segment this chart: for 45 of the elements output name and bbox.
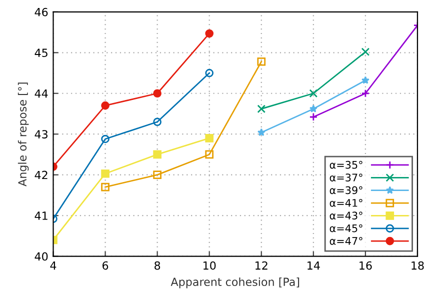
- point: [257, 57, 266, 66]
- point: [257, 104, 266, 114]
- point: [205, 134, 214, 142]
- x-tick-label: 18: [412, 261, 424, 270]
- point: [101, 101, 110, 110]
- point: [205, 68, 214, 78]
- legend-label: α=43°: [330, 212, 362, 220]
- point: [101, 182, 110, 192]
- point: [101, 134, 110, 144]
- point: [309, 89, 318, 98]
- y-tick-label: 40: [34, 252, 48, 261]
- y-tick-label: 41: [34, 212, 48, 220]
- point: [309, 112, 318, 122]
- point: [361, 89, 370, 98]
- x-tick-label: 12: [256, 261, 268, 270]
- x-tick-label: 4: [50, 261, 56, 270]
- x-tick-label: 6: [102, 261, 108, 270]
- y-tick-label: 45: [34, 48, 48, 58]
- point: [153, 150, 162, 159]
- y-tick-label: 42: [34, 170, 48, 180]
- x-tick-label: 8: [154, 261, 160, 270]
- y-tick-label: 46: [34, 8, 48, 16]
- point: [205, 150, 214, 159]
- x-tick-label: 16: [360, 261, 372, 270]
- y-axis-title: Angle of repose [°]: [18, 82, 29, 186]
- point: [153, 89, 162, 98]
- legend-label: α=47°: [330, 237, 362, 245]
- y-tick-label: 44: [34, 89, 48, 98]
- point: [101, 169, 110, 178]
- point: [153, 170, 162, 179]
- x-axis-title: Apparent cohesion [Pa]: [170, 277, 300, 288]
- point: [205, 29, 214, 38]
- x-tick-label: 10: [204, 261, 216, 270]
- legend-label: α=41°: [330, 198, 362, 207]
- x-tick-label: 14: [308, 261, 320, 270]
- legend-label: α=35°: [330, 160, 362, 169]
- point: [361, 76, 370, 84]
- point: [309, 104, 318, 112]
- legend-label: α=39°: [330, 186, 362, 194]
- y-tick-label: 43: [34, 130, 48, 138]
- point: [153, 118, 162, 126]
- legend-label: α=37°: [330, 174, 362, 182]
- point: [257, 128, 266, 136]
- legend-label: α=45°: [330, 224, 362, 232]
- point: [361, 48, 370, 56]
